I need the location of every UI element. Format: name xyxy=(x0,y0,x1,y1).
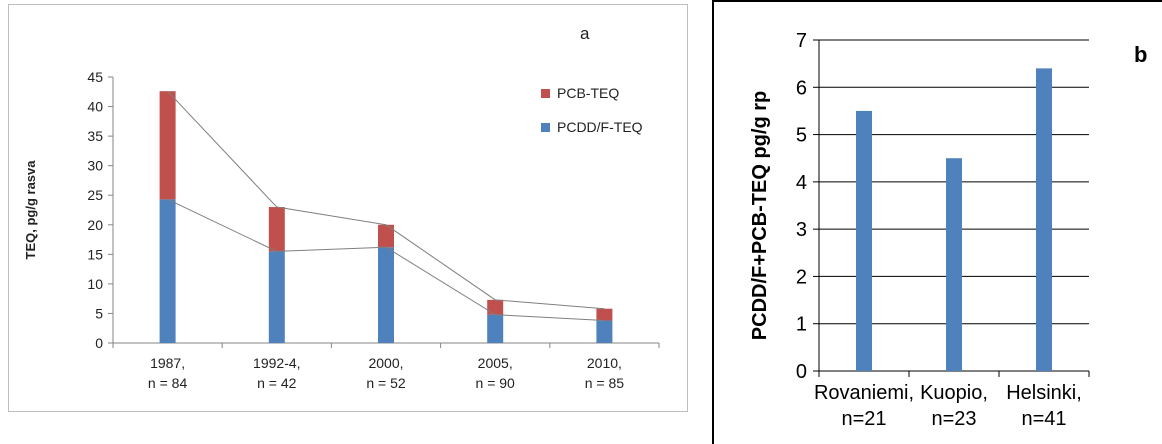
chart-a-panel: a 0 5 10 15 20 25 30 35 40 45 TEQ, pg/g rasva 1987, n… xyxy=(8,4,688,412)
y-tick-label: 5 xyxy=(796,125,807,147)
y-tick-label: 30 xyxy=(87,158,103,174)
x-category-label: 2000, xyxy=(368,355,403,371)
x-category-label: n = 90 xyxy=(476,375,516,391)
x-category-label: n = 42 xyxy=(257,375,297,391)
chart-b-panel: b 0 1 2 3 4 5 6 7 PCDD/F+PCB-TEQ pg/g rp Rovaniemi… xyxy=(712,0,1162,444)
panel-letter: b xyxy=(1134,42,1147,67)
x-category-label: 1992-4, xyxy=(253,355,300,371)
x-category-label: n=21 xyxy=(841,408,886,430)
bar xyxy=(1036,68,1052,371)
y-axis-label: TEQ, pg/g rasva xyxy=(23,160,38,260)
bar-pcdd-segment xyxy=(378,247,394,343)
y-tick-label: 35 xyxy=(87,128,103,144)
y-tick-label: 15 xyxy=(87,246,103,262)
y-tick-label: 0 xyxy=(796,361,807,383)
bar-pcdd-segment xyxy=(159,199,176,343)
total-connector-line xyxy=(167,90,605,310)
x-category-label: n=23 xyxy=(931,408,976,430)
y-tick-label: 1 xyxy=(796,314,807,336)
x-category-label: 1987, xyxy=(150,355,185,371)
legend-swatch-pcb xyxy=(541,89,550,98)
x-category-label: Rovaniemi, xyxy=(814,382,914,404)
y-tick-label: 45 xyxy=(87,69,103,85)
y-tick-label: 40 xyxy=(87,99,103,115)
x-category-label: n = 52 xyxy=(366,375,406,391)
y-tick-label: 4 xyxy=(796,172,807,194)
y-tick-label: 10 xyxy=(87,276,103,292)
y-tick-label: 6 xyxy=(796,77,807,99)
pcdd-connector-line xyxy=(167,198,605,322)
x-category-label: n=41 xyxy=(1021,408,1066,430)
chart-b: b 0 1 2 3 4 5 6 7 PCDD/F+PCB-TEQ pg/g rp Rovaniemi… xyxy=(749,30,1147,430)
x-category-label: Kuopio, xyxy=(920,382,988,404)
x-category-label: 2010, xyxy=(587,355,622,371)
legend-label-pcb: PCB-TEQ xyxy=(557,85,619,101)
bar-pcb-segment xyxy=(159,91,176,200)
y-tick-label: 20 xyxy=(87,217,103,233)
legend-swatch-pcdd xyxy=(541,123,550,132)
bar xyxy=(856,110,872,371)
x-category-label: 2005, xyxy=(478,355,513,371)
bar-pcdd-segment xyxy=(268,251,285,343)
bar-pcb-segment xyxy=(268,207,285,252)
x-category-label: n = 84 xyxy=(148,375,188,391)
y-axis-label: PCDD/F+PCB-TEQ pg/g rp xyxy=(749,91,771,340)
bar-pcdd-segment xyxy=(596,320,613,343)
x-category-label: Helsinki, xyxy=(1006,382,1082,404)
y-tick-label: 2 xyxy=(796,266,807,288)
bar xyxy=(946,158,962,371)
y-tick-label: 5 xyxy=(95,305,103,321)
panel-letter: a xyxy=(580,24,590,43)
bar-pcb-segment xyxy=(596,308,613,321)
y-tick-label: 3 xyxy=(796,219,807,241)
bar-pcb-segment xyxy=(378,224,394,248)
chart-a: a 0 5 10 15 20 25 30 35 40 45 TEQ, pg/g rasva 1987, n… xyxy=(23,24,660,391)
x-category-label: n = 85 xyxy=(585,375,625,391)
y-tick-label: 25 xyxy=(87,187,103,203)
y-tick-label: 7 xyxy=(796,30,807,52)
legend-label-pcdd: PCDD/F-TEQ xyxy=(557,119,643,135)
bar-pcdd-segment xyxy=(487,314,504,343)
bar-pcb-segment xyxy=(487,299,504,315)
y-tick-label: 0 xyxy=(95,335,103,351)
